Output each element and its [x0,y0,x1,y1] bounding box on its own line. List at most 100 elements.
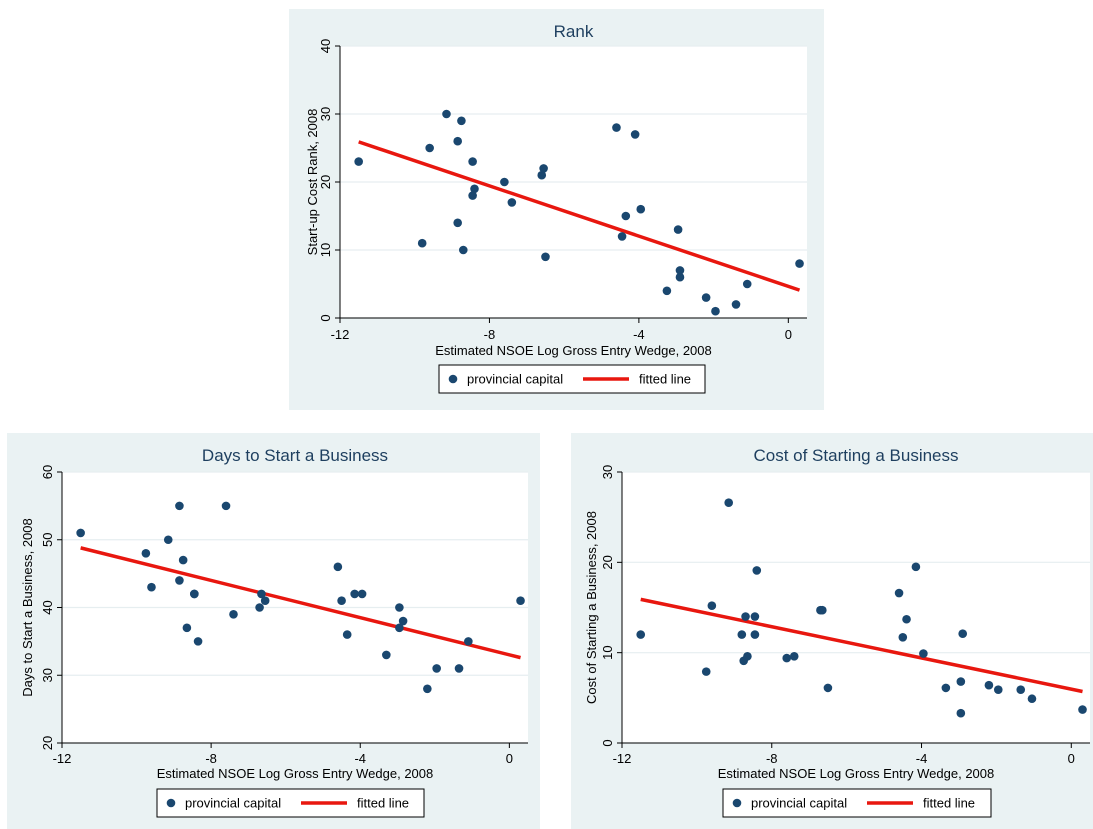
y-tick-label: 30 [600,465,615,479]
x-axis-label: Estimated NSOE Log Gross Entry Wedge, 20… [718,766,995,781]
scatter-point [818,605,827,615]
scatter-point [468,191,477,200]
scatter-point [417,238,427,248]
y-tick-label: 0 [600,739,615,746]
scatter-point [701,293,711,302]
legend-marker-points [166,798,176,808]
x-tick-label: -12 [613,751,632,766]
chart-title: Rank [554,22,594,41]
chart-title: Days to Start a Business [202,446,388,465]
scatter-point [675,272,685,282]
scatter-point [260,596,270,606]
scatter-point [750,630,760,639]
x-tick-label: -12 [53,751,72,766]
scatter-point [500,177,509,187]
x-tick-label: -8 [205,751,217,766]
chart-cost: 0 10 20 30 -12 -8 -4 0 Cost of Starting a Busine… [584,446,1090,818]
scatter-point [432,664,441,673]
legend-label-line: fitted line [923,796,975,811]
scatter-point [541,252,550,262]
scatter-point [612,123,621,132]
x-tick-label: -4 [633,327,645,342]
scatter-point [357,589,367,599]
y-tick-label: 0 [318,314,333,321]
legend-box [722,788,992,818]
y-tick-label: 40 [318,39,333,53]
scatter-point [516,596,525,606]
scatter-point [468,157,477,166]
scatter-point [1027,694,1037,704]
scatter-point [1016,685,1026,695]
legend-label-line: fitted line [639,372,691,387]
scatter-point [453,218,462,228]
scatter-point [354,157,363,166]
scatter-point [454,664,464,673]
fitted-line [640,597,1083,694]
scatter-point [537,170,547,180]
scatter-point [141,549,151,558]
scatter-point [175,501,184,511]
scatter-point [457,116,466,126]
scatter-point [617,232,627,241]
scatter-point [182,623,192,633]
legend-label-line: fitted line [357,796,409,811]
scatter-point [1078,705,1087,714]
x-tick-label: 0 [785,327,792,342]
scatter-point [662,286,672,296]
scatter-point [630,130,640,139]
scatter-point [621,211,631,221]
scatter-point [795,259,804,268]
scatter-point [442,109,451,119]
y-tick-label: 20 [40,736,55,750]
scatter-point [398,616,408,626]
legend-box [438,364,706,394]
scatter-point [464,637,473,646]
scatter-point [789,651,799,661]
scatter-point [782,653,792,663]
legend-marker-points [448,374,458,384]
scatter-point [350,589,359,599]
y-axis-label: Start-up Cost Rank, 2008 [305,109,320,256]
scatter-point [737,630,747,639]
scatter-point [731,300,741,309]
scatter-point [984,680,994,690]
scatter-point [675,266,685,275]
scatter-point [724,498,734,508]
scatter-point [229,609,238,619]
y-tick-label: 50 [40,533,55,547]
scatter-point [257,589,266,599]
scatter-point [636,630,646,639]
x-tick-label: -12 [331,327,350,342]
scatter-point [894,588,904,598]
scatter-point [823,683,833,693]
x-tick-label: 0 [506,751,513,766]
scatter-point [993,685,1003,695]
fitted-line [358,140,801,292]
y-tick-label: 30 [40,668,55,682]
fitted-line [80,546,521,660]
y-tick-label: 20 [318,175,333,189]
chart-panel-rank: 0 10 20 30 40 -12 -8 -4 0 Rank Estimated NSOE Log … [289,9,824,410]
scatter-point [147,582,156,592]
scatter-point [636,204,646,214]
legend-label-points: provincial capital [467,372,563,387]
scatter-point [190,589,199,599]
scatter-point [741,612,750,621]
legend-marker-points [732,798,742,808]
chart-panel-cost: 0 10 20 30 -12 -8 -4 0 Cost of Starting a Busine… [571,433,1093,829]
x-tick-label: -4 [354,751,366,766]
legend-label-points: provincial capital [751,796,847,811]
scatter-point [958,629,968,638]
scatter-point [941,683,951,693]
scatter-point [395,623,404,633]
x-tick-label: -4 [916,751,928,766]
scatter-point [743,651,752,661]
plot-area [622,472,1090,743]
x-tick-label: 0 [1068,751,1075,766]
scatter-point [221,501,231,511]
scatter-point [382,650,391,660]
scatter-point [453,136,462,146]
scatter-point [175,576,184,585]
y-axis-label: Cost of Starting a Business, 2008 [584,511,599,704]
scatter-point [342,630,352,639]
